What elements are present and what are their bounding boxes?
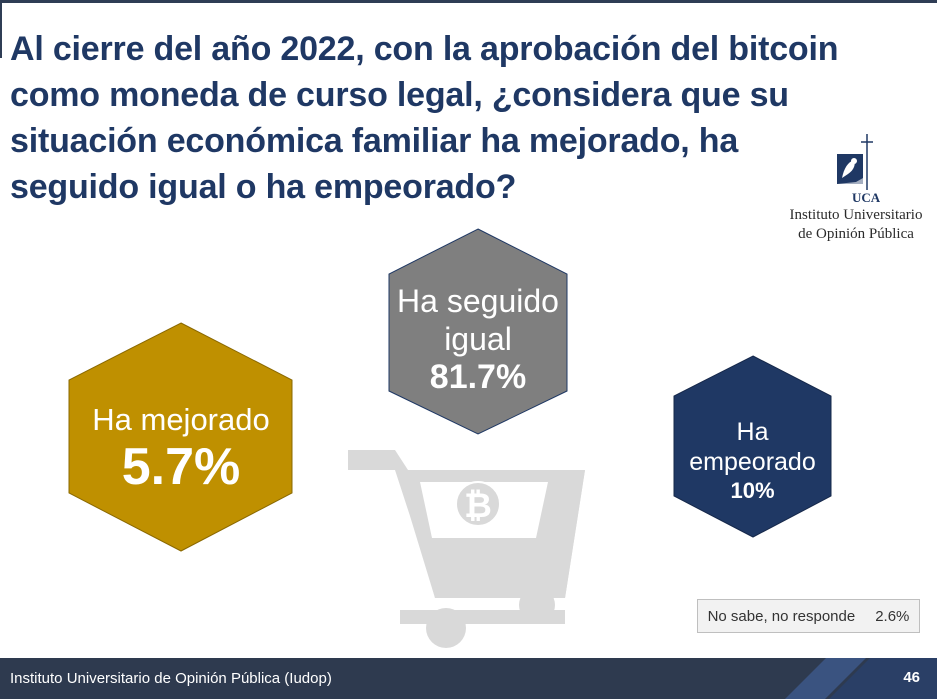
hexagon-mejorado — [68, 322, 293, 552]
result-empeorado-label: Ha empeorado — [689, 418, 816, 476]
hexagon-seguido-igual — [388, 228, 568, 435]
title-accent-line — [0, 0, 2, 58]
shopping-cart-icon — [348, 450, 585, 648]
result-empeorado-value: 10% — [730, 478, 775, 503]
no-response-value: 2.6% — [875, 607, 910, 625]
result-mejorado-value: 5.7% — [121, 438, 241, 496]
result-seguido-igual-value: 81.7% — [429, 358, 527, 396]
footer-bar: Instituto Universitario de Opinión Públi… — [0, 658, 937, 699]
result-mejorado: Ha mejorado 5.7% — [66, 402, 296, 496]
footer-text: Instituto Universitario de Opinión Públi… — [10, 670, 332, 687]
svg-text:₿: ₿ — [464, 487, 492, 525]
logo-line-1: Instituto Universitario — [789, 207, 923, 223]
page-title: Al cierre del año 2022, con la aprobació… — [10, 30, 839, 206]
no-response-label: No sabe, no responde — [707, 607, 856, 625]
logo-monogram: UCA — [852, 190, 880, 204]
logo-text: Instituto Universitario de Opinión Públi… — [786, 206, 926, 244]
hexagon-empeorado — [673, 355, 832, 538]
bitcoin-icon: ₿ — [455, 481, 501, 527]
no-response-box: No sabe, no responde 2.6% — [697, 599, 920, 633]
uca-emblem-icon: UCA — [837, 134, 880, 204]
logo-line-2: de Opinión Pública — [798, 226, 914, 242]
result-seguido-igual: Ha seguido igual 81.7% — [388, 282, 568, 396]
result-empeorado: Ha empeorado 10% — [670, 417, 835, 505]
iudop-logo: UCA Instituto Universitario de Opinión P… — [786, 134, 926, 254]
result-seguido-igual-label: Ha seguido igual — [397, 283, 559, 357]
page-number: 46 — [903, 669, 920, 686]
top-bar — [0, 0, 937, 3]
result-mejorado-label: Ha mejorado — [92, 402, 270, 437]
